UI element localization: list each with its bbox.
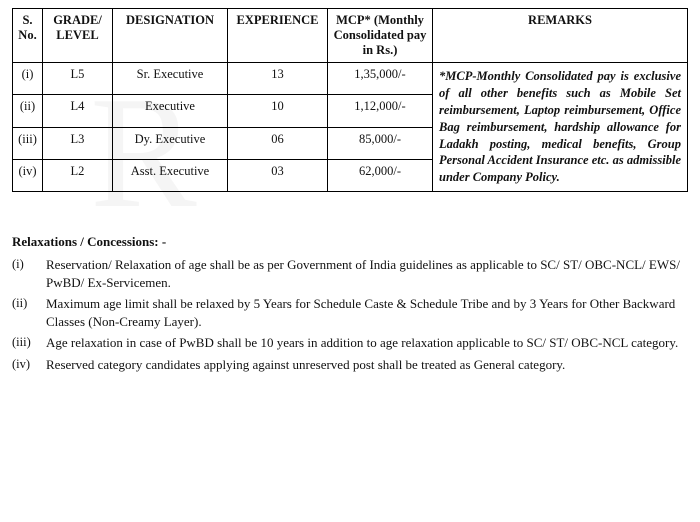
- item-number: (iv): [12, 356, 46, 374]
- list-item: (ii) Maximum age limit shall be relaxed …: [12, 295, 688, 330]
- cell-designation: Asst. Executive: [113, 159, 228, 191]
- cell-grade: L5: [43, 63, 113, 95]
- header-mcp: MCP* (Monthly Consolidated pay in Rs.): [328, 9, 433, 63]
- cell-experience: 10: [228, 95, 328, 127]
- item-text: Maximum age limit shall be relaxed by 5 …: [46, 295, 688, 330]
- cell-remarks: *MCP-Monthly Consolidated pay is exclusi…: [433, 63, 688, 192]
- header-designation: DESIGNATION: [113, 9, 228, 63]
- cell-experience: 06: [228, 127, 328, 159]
- relaxations-list: (i) Reservation/ Relaxation of age shall…: [12, 256, 688, 373]
- cell-grade: L4: [43, 95, 113, 127]
- cell-grade: L3: [43, 127, 113, 159]
- list-item: (iii) Age relaxation in case of PwBD sha…: [12, 334, 688, 352]
- cell-sn: (iii): [13, 127, 43, 159]
- header-remarks: REMARKS: [433, 9, 688, 63]
- item-text: Reservation/ Relaxation of age shall be …: [46, 256, 688, 291]
- cell-experience: 13: [228, 63, 328, 95]
- cell-experience: 03: [228, 159, 328, 191]
- pay-table: S. No. GRADE/ LEVEL DESIGNATION EXPERIEN…: [12, 8, 688, 192]
- cell-mcp: 1,35,000/-: [328, 63, 433, 95]
- cell-designation: Dy. Executive: [113, 127, 228, 159]
- item-number: (ii): [12, 295, 46, 330]
- list-item: (i) Reservation/ Relaxation of age shall…: [12, 256, 688, 291]
- table-row: (i) L5 Sr. Executive 13 1,35,000/- *MCP-…: [13, 63, 688, 95]
- table-header-row: S. No. GRADE/ LEVEL DESIGNATION EXPERIEN…: [13, 9, 688, 63]
- header-sn: S. No.: [13, 9, 43, 63]
- cell-sn: (i): [13, 63, 43, 95]
- cell-designation: Sr. Executive: [113, 63, 228, 95]
- header-grade: GRADE/ LEVEL: [43, 9, 113, 63]
- cell-sn: (ii): [13, 95, 43, 127]
- item-number: (iii): [12, 334, 46, 352]
- relaxations-title: Relaxations / Concessions: -: [12, 234, 688, 250]
- cell-mcp: 85,000/-: [328, 127, 433, 159]
- cell-designation: Executive: [113, 95, 228, 127]
- cell-mcp: 62,000/-: [328, 159, 433, 191]
- cell-sn: (iv): [13, 159, 43, 191]
- item-text: Reserved category candidates applying ag…: [46, 356, 688, 374]
- cell-mcp: 1,12,000/-: [328, 95, 433, 127]
- list-item: (iv) Reserved category candidates applyi…: [12, 356, 688, 374]
- cell-grade: L2: [43, 159, 113, 191]
- item-text: Age relaxation in case of PwBD shall be …: [46, 334, 688, 352]
- header-experience: EXPERIENCE: [228, 9, 328, 63]
- item-number: (i): [12, 256, 46, 291]
